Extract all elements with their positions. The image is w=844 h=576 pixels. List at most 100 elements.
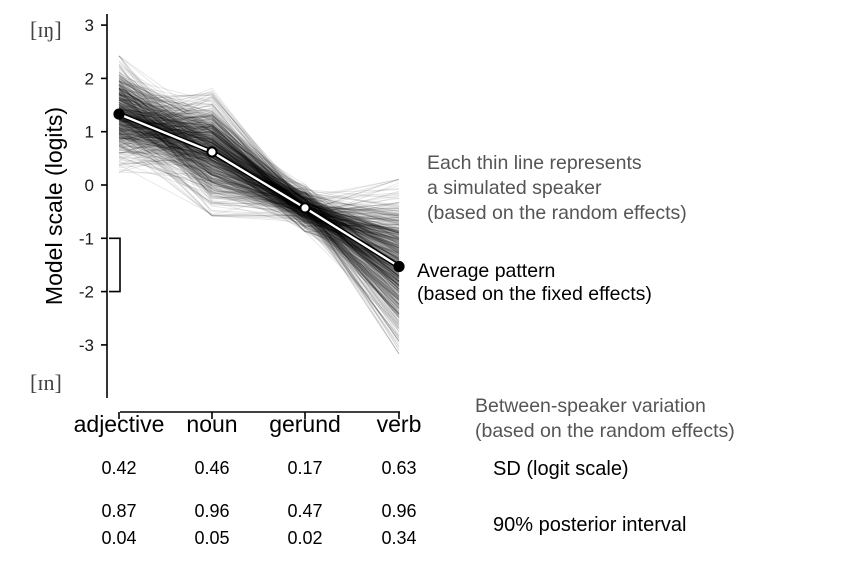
simulated-speaker-line <box>118 111 400 248</box>
simulated-speaker-line <box>118 120 400 297</box>
simulated-speaker-line <box>118 106 400 283</box>
simulated-speaker-line <box>118 93 400 254</box>
simulated-speaker-line <box>118 135 400 314</box>
simulated-speaker-line <box>118 133 400 333</box>
simulated-speaker-line <box>118 110 400 261</box>
simulated-speaker-line <box>118 99 400 232</box>
simulated-speaker-line <box>118 140 400 245</box>
simulated-speaker-line <box>118 114 400 309</box>
simulated-speaker-line <box>118 110 400 271</box>
simulated-speaker-line <box>118 123 400 267</box>
simulated-speaker-line <box>118 116 400 214</box>
simulated-speaker-line <box>118 90 400 220</box>
simulated-speaker-line <box>118 108 400 251</box>
simulated-speaker-line <box>118 131 400 288</box>
simulated-speaker-line <box>118 151 400 290</box>
simulated-speaker-line <box>118 98 400 225</box>
simulated-speaker-line <box>118 134 400 241</box>
simulated-speaker-line <box>118 156 400 250</box>
simulated-speaker-line <box>118 110 400 268</box>
simulated-speaker-line <box>118 108 400 234</box>
simulated-speaker-line <box>118 94 400 241</box>
simulated-speaker-line <box>118 117 400 327</box>
simulated-speaker-line <box>118 83 400 342</box>
simulated-speaker-line <box>118 105 400 266</box>
simulated-speaker-line <box>118 125 400 355</box>
interval-label: 90% posterior interval <box>493 514 686 536</box>
simulated-speaker-line <box>118 126 400 290</box>
simulated-speaker-line <box>118 88 400 217</box>
y-tick-label: -1 <box>79 229 94 248</box>
simulated-speaker-line <box>118 106 400 253</box>
sd-value-gerund: 0.17 <box>287 458 322 478</box>
simulated-speaker-line <box>118 111 400 304</box>
random-effects-note-line-3: (based on the random effects) <box>427 202 687 224</box>
simulated-speaker-line <box>118 91 400 234</box>
simulated-speaker-line <box>118 118 400 236</box>
simulated-speaker-line <box>118 91 400 323</box>
simulated-speaker-line <box>118 108 400 285</box>
simulated-speaker-line <box>118 114 400 289</box>
simulated-speaker-line <box>118 129 400 241</box>
simulated-speaker-line <box>118 84 400 283</box>
fixed-effects-note-line-1: Average pattern <box>417 260 555 282</box>
simulated-speaker-line <box>118 94 400 339</box>
simulated-speaker-line <box>118 133 400 259</box>
simulated-speaker-line <box>118 136 400 322</box>
simulated-speaker-line <box>118 108 400 314</box>
simulated-speaker-line <box>118 81 400 231</box>
random-effects-note-line-1: Each thin line represents <box>427 152 642 174</box>
simulated-speaker-line <box>118 80 400 249</box>
simulated-speaker-line <box>118 89 400 312</box>
simulated-speaker-line <box>118 142 400 312</box>
simulated-speaker-line <box>118 84 400 286</box>
sd-label: SD (logit scale) <box>493 458 629 480</box>
simulated-speaker-line <box>118 111 400 250</box>
simulated-speaker-line <box>118 105 400 241</box>
simulated-speaker-line <box>118 103 400 315</box>
simulated-speaker-line <box>118 118 400 315</box>
average-line-core <box>118 112 400 268</box>
simulated-speaker-line <box>118 138 400 301</box>
simulated-speaker-line <box>118 89 400 316</box>
simulated-speaker-line <box>118 145 400 296</box>
simulated-speaker-line <box>118 106 400 307</box>
simulated-speaker-line <box>118 102 400 236</box>
simulated-speaker-line <box>118 130 400 285</box>
average-point-gerund <box>299 202 311 214</box>
simulated-speaker-line <box>118 83 400 260</box>
simulated-speaker-line <box>118 85 400 237</box>
simulated-speaker-line <box>118 140 400 298</box>
simulated-speaker-line <box>118 83 400 219</box>
simulated-speaker-line <box>118 127 400 249</box>
simulated-speaker-line <box>118 120 400 292</box>
simulated-speaker-line <box>118 55 400 286</box>
simulated-speaker-line <box>118 117 400 243</box>
simulated-speaker-line <box>118 141 400 270</box>
simulated-speaker-line <box>118 120 400 221</box>
simulated-speaker-line <box>118 112 400 247</box>
simulated-speaker-line <box>118 115 400 306</box>
simulated-speaker-line <box>118 77 400 296</box>
simulated-speaker-line <box>118 108 400 220</box>
simulated-speaker-line <box>118 119 400 236</box>
simulated-speaker-line <box>118 111 400 317</box>
simulated-speaker-line <box>118 103 400 348</box>
simulated-speaker-line <box>118 117 400 277</box>
y-axis-label: Model scale (logits) <box>41 107 67 305</box>
simulated-speaker-line <box>118 119 400 294</box>
simulated-speaker-line <box>118 115 400 283</box>
simulated-speaker-line <box>118 115 400 299</box>
simulated-speaker-line <box>118 86 400 215</box>
simulated-speaker-line <box>118 102 400 286</box>
simulated-speaker-line <box>118 145 400 332</box>
simulated-speaker-line <box>118 77 400 200</box>
simulated-speaker-line <box>118 152 400 219</box>
simulated-speaker-line <box>118 93 400 254</box>
simulated-speaker-line <box>118 136 400 234</box>
simulated-speaker-line <box>118 116 400 214</box>
simulated-speaker-line <box>118 118 400 308</box>
simulated-speaker-line <box>118 80 400 226</box>
fixed-effects-note-line-2: (based on the fixed effects) <box>417 283 652 305</box>
simulated-speaker-line <box>118 132 400 276</box>
